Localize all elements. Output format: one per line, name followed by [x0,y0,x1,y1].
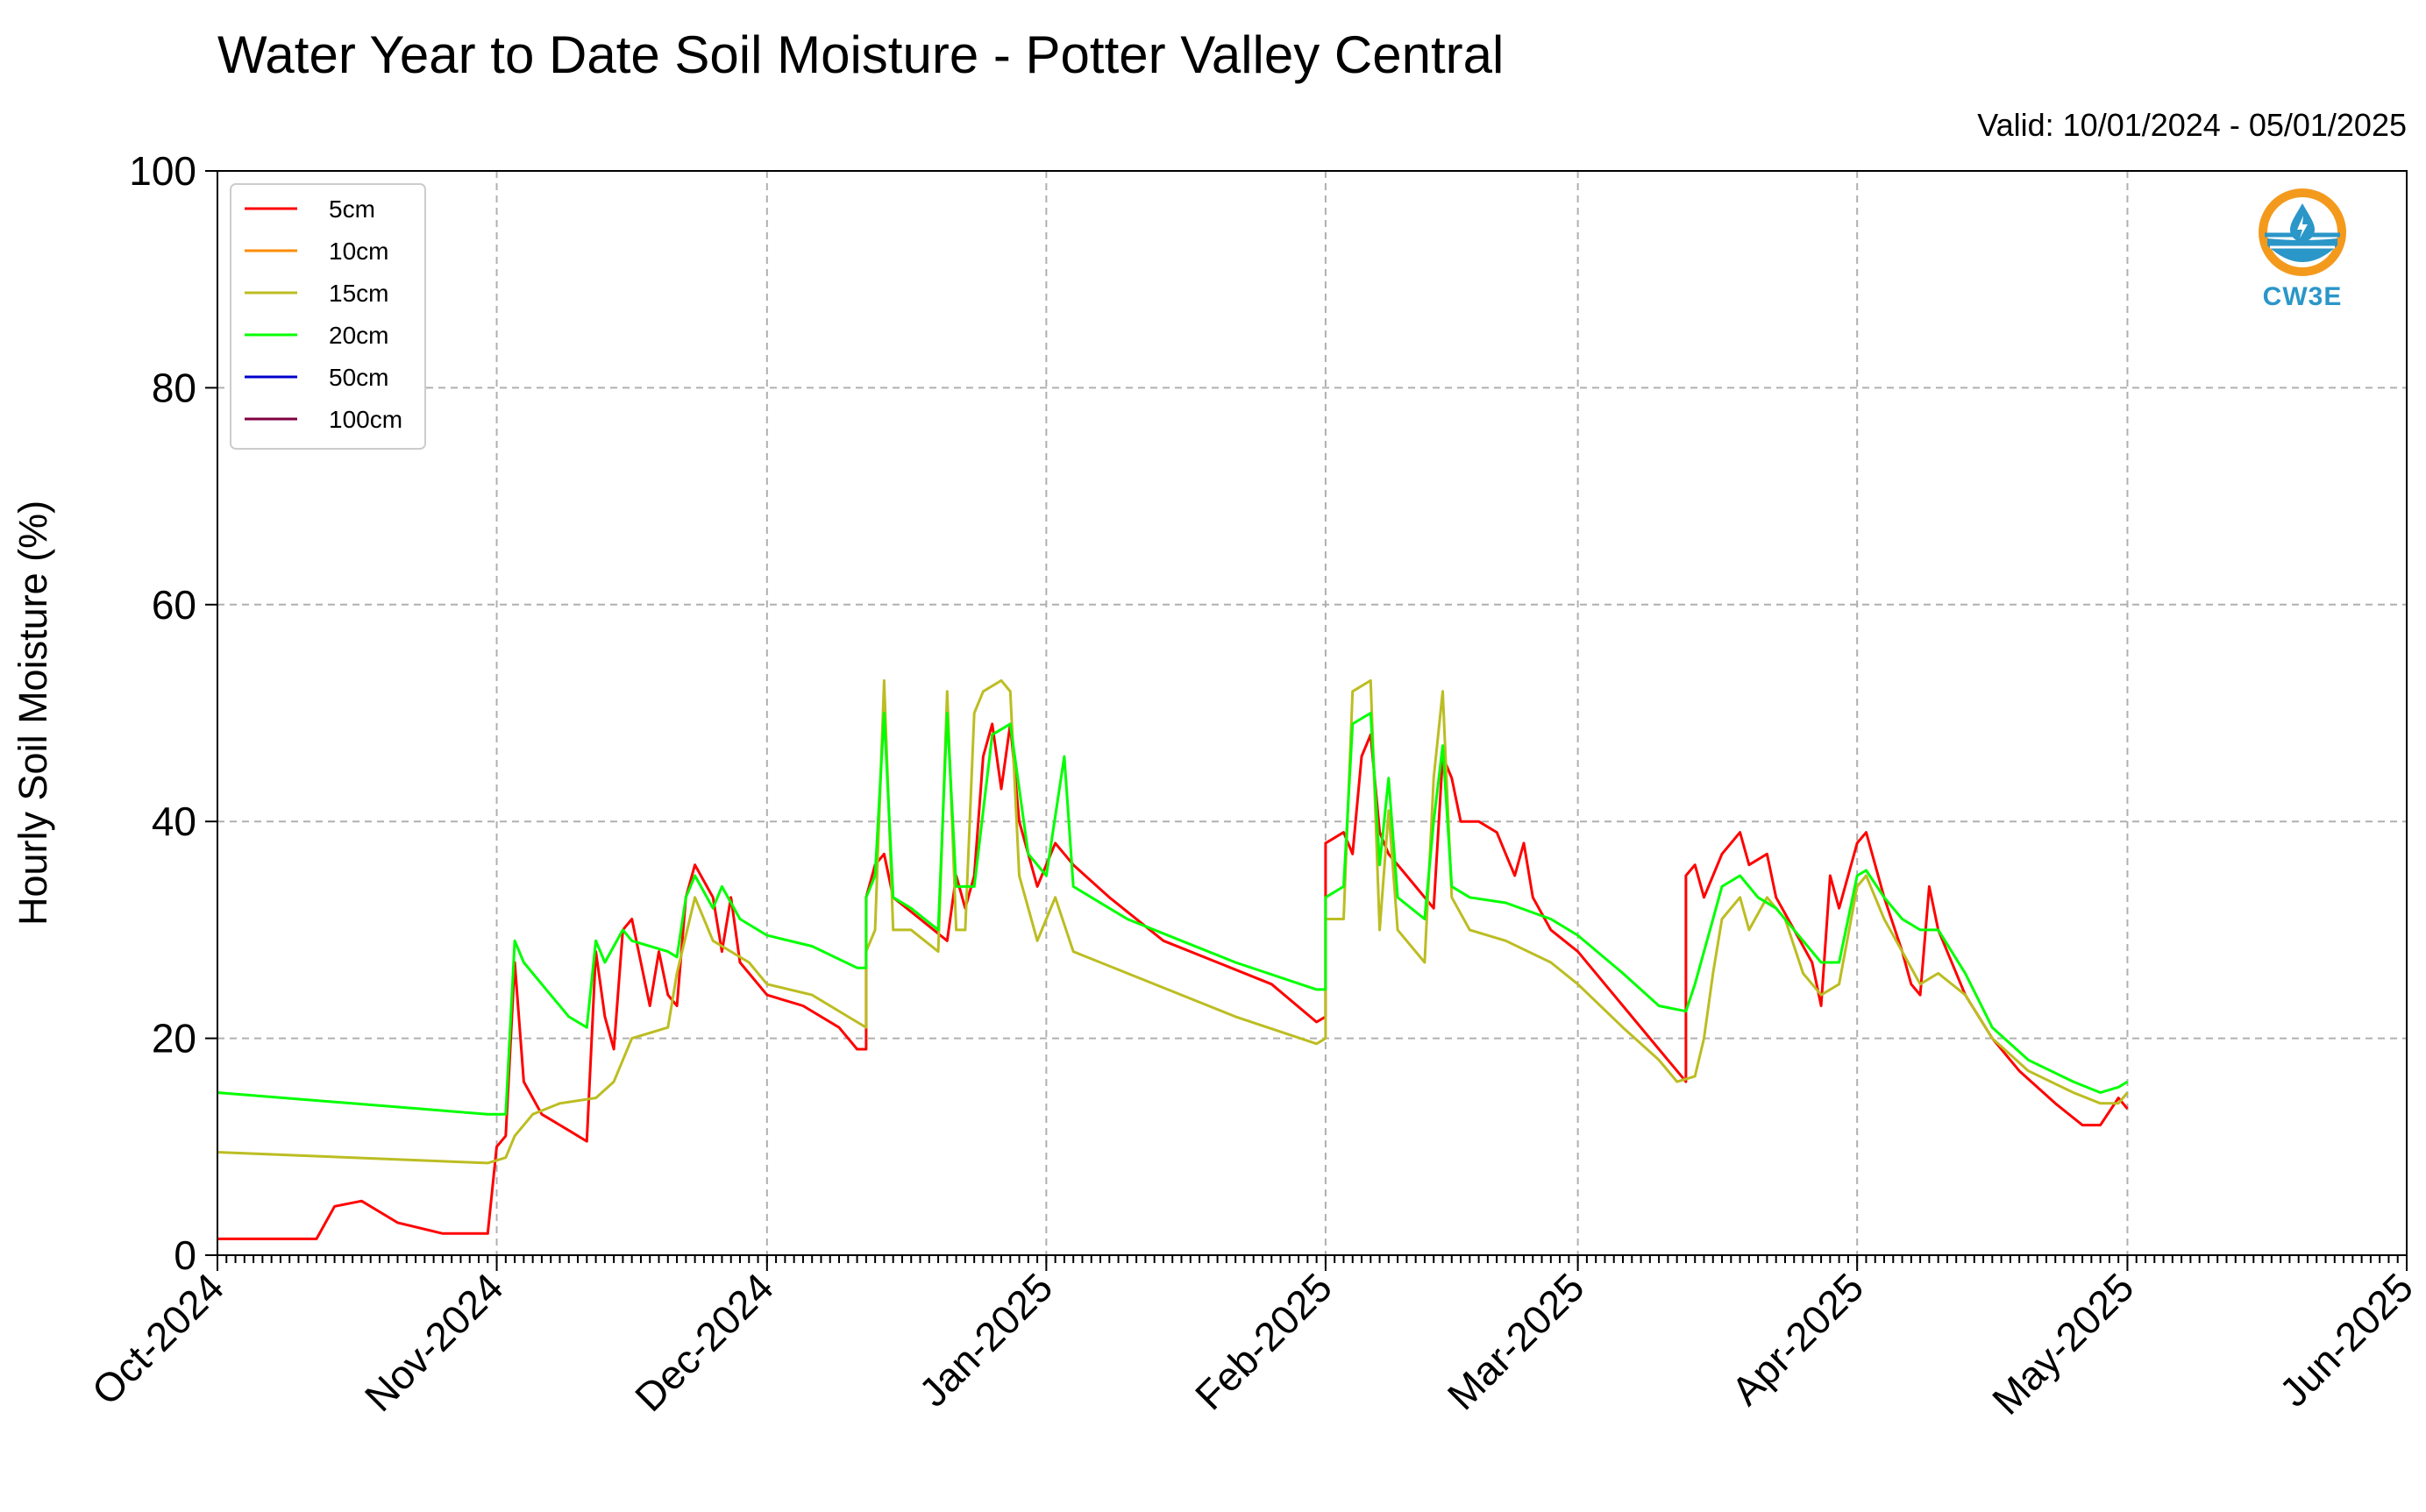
series-lines [217,678,2129,1240]
legend-label: 50cm [329,364,388,391]
x-tick-label: Nov-2024 [356,1264,512,1420]
legend-label: 15cm [329,280,388,307]
series-line-5cm [217,722,2129,1240]
legend-label: 20cm [329,322,388,349]
legend-label: 10cm [329,238,388,265]
cw3e-logo-text: CW3E [2262,282,2343,311]
series-line-15cm [217,678,2129,1165]
legend: 5cm 10cm 15cm 20cm 50cm 100cm [230,183,426,450]
x-tick-label: Mar-2025 [1439,1264,1593,1418]
y-tick-label: 80 [152,365,196,410]
plot-frame [217,170,2408,1256]
cw3e-logo: CW3E [2254,184,2351,324]
legend-label: 5cm [329,195,375,223]
x-tick-label: Feb-2025 [1186,1264,1341,1418]
y-tick-label: 60 [152,582,196,628]
x-tick-label: Jun-2025 [2271,1264,2422,1415]
grid-lines [217,171,2407,1255]
legend-label: 100cm [329,406,402,433]
chart-title: Water Year to Date Soil Moisture - Potte… [217,25,1505,84]
x-tick-label: Dec-2024 [626,1264,782,1420]
x-tick-label: May-2025 [1983,1264,2142,1423]
y-tick-label: 0 [174,1232,196,1278]
cw3e-drop-icon [2259,188,2346,276]
x-tick-label: Apr-2025 [1723,1264,1873,1414]
x-tick-label: Jan-2025 [910,1264,1061,1415]
x-tick-label: Oct-2024 [83,1264,233,1414]
series-line-20cm [217,712,2129,1116]
y-tick-label: 100 [129,148,196,194]
y-tick-label: 40 [152,799,196,844]
y-tick-label: 20 [152,1016,196,1061]
valid-date-range: Valid: 10/01/2024 - 05/01/2025 [1977,107,2407,143]
